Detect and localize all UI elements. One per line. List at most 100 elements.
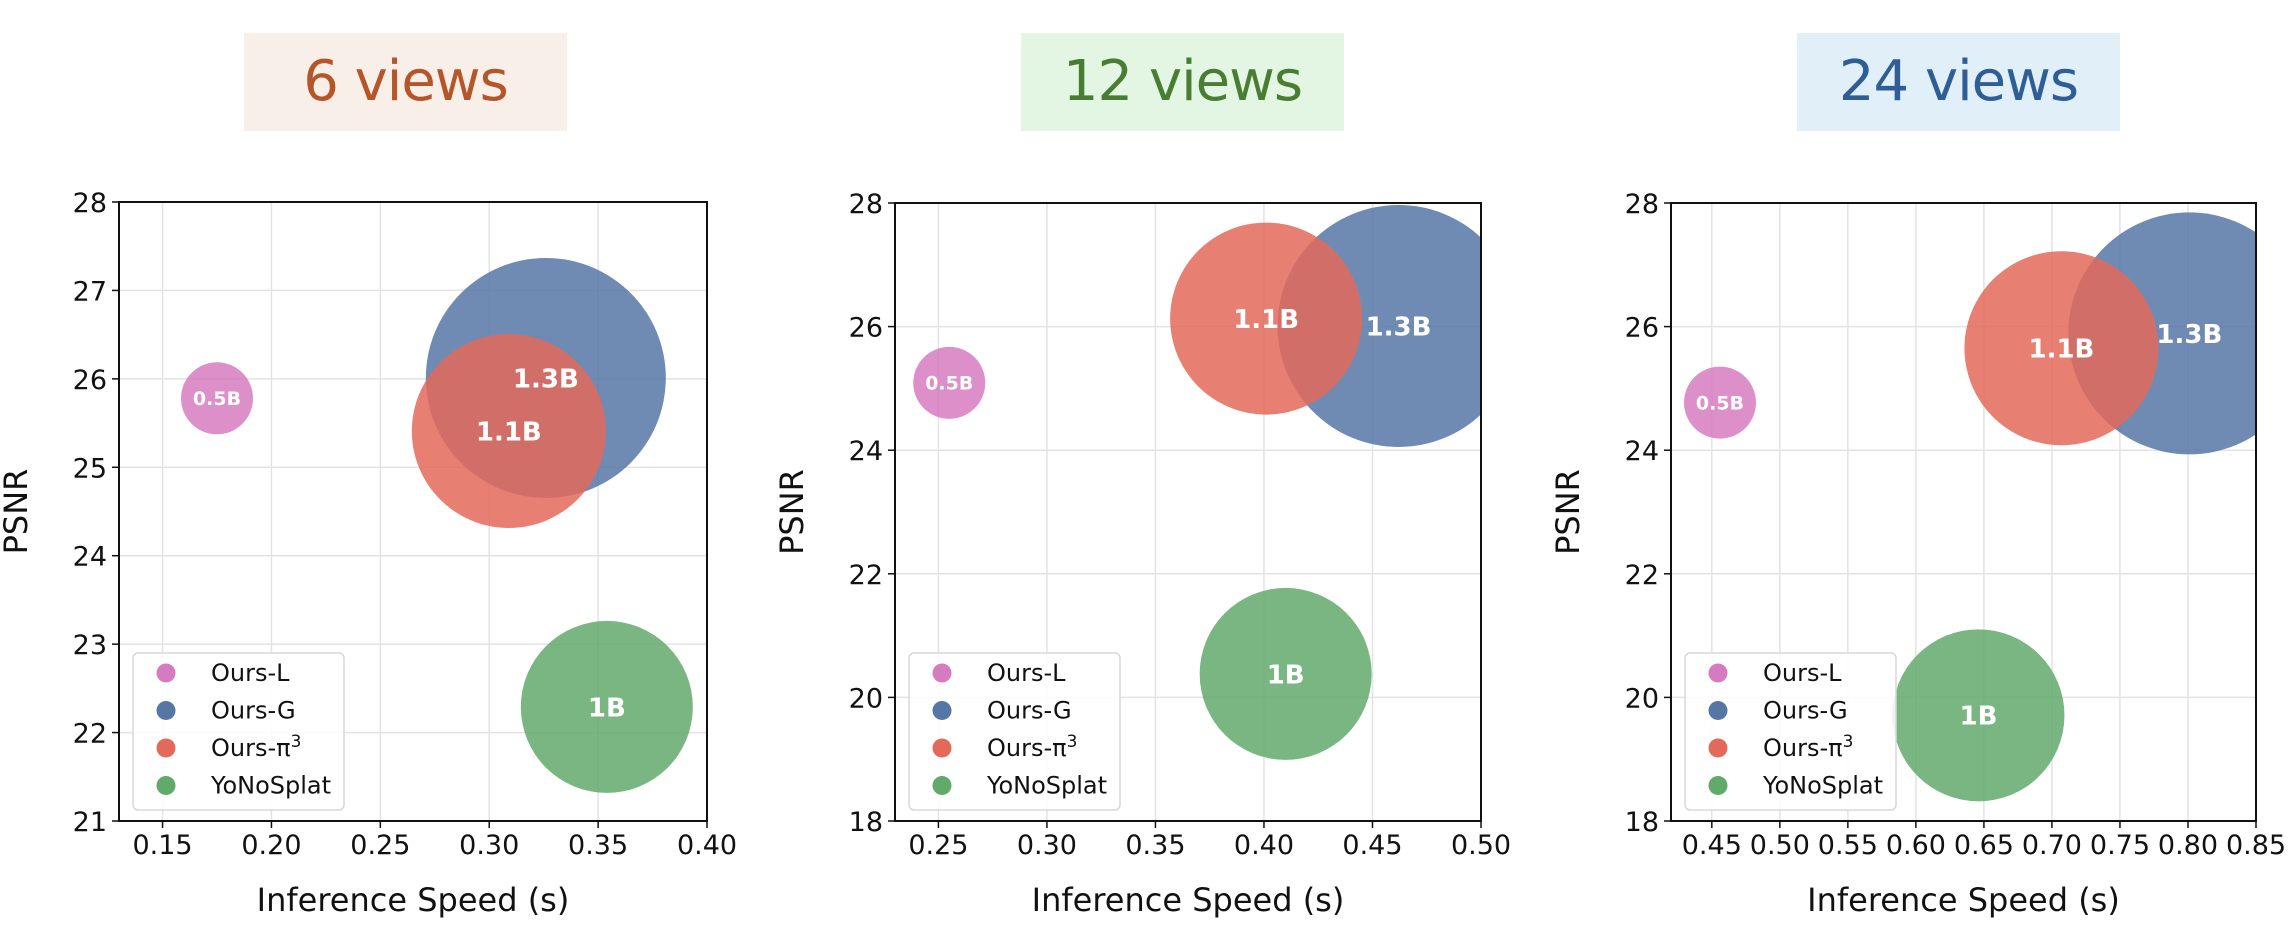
bubble-size-label: 0.5B xyxy=(193,388,241,410)
y-tick-label: 23 xyxy=(73,630,107,661)
bubbles: 0.5B 1.3B 1.1B 1B xyxy=(181,257,693,793)
legend-marker-icon xyxy=(1708,776,1728,795)
x-tick-label: 0.50 xyxy=(1750,830,1810,861)
bubble-yonosplat xyxy=(1199,587,1372,760)
legend-marker-icon xyxy=(156,738,176,758)
y-tick-label: 28 xyxy=(1625,189,1659,220)
panel-title-text: 6 views xyxy=(303,49,509,114)
bubble-size-label: 1.3B xyxy=(1366,312,1432,342)
y-tick-label: 24 xyxy=(849,436,883,467)
legend-marker-icon xyxy=(1708,738,1728,758)
legend-label: Ours-π3 xyxy=(987,732,1077,762)
bubbles: 0.5B 1.3B 1.1B 1B xyxy=(913,205,1481,760)
legend-label: YoNoSplat xyxy=(986,772,1107,800)
plot-frame xyxy=(894,202,1482,822)
y-tick-label: 26 xyxy=(1625,313,1659,344)
y-tick-label: 24 xyxy=(1625,436,1659,467)
y-tick-label: 21 xyxy=(73,807,107,838)
y-tick-label: 22 xyxy=(849,560,883,591)
legend-marker-icon xyxy=(1708,663,1728,683)
plot-frame xyxy=(1670,202,2257,822)
plot-frame xyxy=(118,201,708,822)
bubble-ours- xyxy=(411,334,606,529)
bubble-ours-l xyxy=(181,362,253,435)
y-tick-label: 18 xyxy=(849,807,883,838)
panel-title-12-views: 12 views xyxy=(1021,33,1344,131)
x-axis-label: Inference Speed (s) xyxy=(1032,881,1345,919)
panel-title-24-views: 24 views xyxy=(1797,33,2120,131)
panel-title-text: 24 views xyxy=(1838,49,2079,114)
legend-marker-icon xyxy=(156,701,176,720)
legend-label: Ours-G xyxy=(1763,697,1848,725)
legend-marker-icon xyxy=(156,663,176,683)
x-tick-label: 0.60 xyxy=(1886,830,1946,861)
y-tick-label: 25 xyxy=(73,453,107,484)
panel-title-text: 12 views xyxy=(1062,49,1303,114)
x-tick-label: 0.85 xyxy=(2226,830,2286,861)
bubble-ours-l xyxy=(913,346,986,419)
bubble-size-label: 1B xyxy=(1267,660,1305,690)
legend-marker-icon xyxy=(932,663,952,683)
legend: Ours-L Ours-G Ours-π3 YoNoSplat xyxy=(1684,652,1897,811)
bubble-size-label: 1B xyxy=(588,693,626,723)
x-tick-label: 0.45 xyxy=(1342,830,1402,861)
legend-label: YoNoSplat xyxy=(210,772,331,800)
chart-panel-1: 0.5B 1.3B 1.1B 1B 0.15 0.20 0.25 0.30 0.35 0.40 21… xyxy=(0,188,737,919)
x-tick-label: 0.55 xyxy=(1818,830,1878,861)
legend-label: Ours-L xyxy=(987,659,1066,687)
panel-title-6-views: 6 views xyxy=(244,33,567,131)
bubble-size-label: 1.3B xyxy=(2156,320,2222,350)
y-tick-label: 18 xyxy=(1625,807,1659,838)
legend-label: Ours-G xyxy=(987,697,1072,725)
legend: Ours-L Ours-G Ours-π3 YoNoSplat xyxy=(908,652,1121,811)
bubbles: 0.5B 1.3B 1.1B 1B xyxy=(1683,212,2256,802)
legend-marker-icon xyxy=(932,701,952,720)
x-axis-label: Inference Speed (s) xyxy=(1807,881,2120,919)
legend: Ours-L Ours-G Ours-π3 YoNoSplat xyxy=(132,652,345,811)
x-tick-label: 0.20 xyxy=(241,830,301,861)
y-tick-label: 20 xyxy=(1625,683,1659,714)
y-axis-label: PSNR xyxy=(0,469,35,555)
bubble-yonosplat xyxy=(520,620,693,793)
bubble-size-label: 1.3B xyxy=(513,364,579,394)
y-tick-label: 27 xyxy=(73,276,107,307)
y-axis-label: PSNR xyxy=(1549,469,1587,555)
y-tick-label: 22 xyxy=(73,719,107,750)
y-tick-label: 26 xyxy=(73,365,107,396)
x-tick-label: 0.45 xyxy=(1682,830,1742,861)
x-tick-label: 0.30 xyxy=(1017,830,1077,861)
chart-panel-3: 0.5B 1.3B 1.1B 1B 0.45 0.50 0.55 0.60 0.65 0.70 0.… xyxy=(1549,189,2286,919)
legend-label: Ours-π3 xyxy=(211,732,301,762)
bubble-yonosplat xyxy=(1892,629,2065,802)
x-tick-label: 0.50 xyxy=(1451,830,1511,861)
x-tick-label: 0.30 xyxy=(459,830,519,861)
x-tick-label: 0.65 xyxy=(1954,830,2014,861)
chart-panel-2: 0.5B 1.3B 1.1B 1B 0.25 0.30 0.35 0.40 0.45 0.50 18… xyxy=(773,189,1511,919)
bubble-ours- xyxy=(1170,222,1363,415)
legend-marker-icon xyxy=(1708,701,1728,720)
legend-label: Ours-L xyxy=(211,659,290,687)
y-tick-label: 28 xyxy=(73,188,107,219)
y-tick-label: 28 xyxy=(849,189,883,220)
x-tick-label: 0.35 xyxy=(1125,830,1185,861)
y-axis-label: PSNR xyxy=(773,469,811,555)
bubble-ours- xyxy=(1964,251,2159,446)
y-tick-label: 24 xyxy=(73,542,107,573)
x-tick-label: 0.40 xyxy=(1234,830,1294,861)
x-tick-label: 0.35 xyxy=(568,830,628,861)
y-tick-label: 22 xyxy=(1625,560,1659,591)
legend-label: Ours-L xyxy=(1763,659,1842,687)
x-tick-label: 0.25 xyxy=(350,830,410,861)
legend-marker-icon xyxy=(932,738,952,758)
bubble-size-label: 0.5B xyxy=(1696,392,1744,414)
y-tick-label: 20 xyxy=(849,683,883,714)
x-tick-label: 0.75 xyxy=(2090,830,2150,861)
y-tick-label: 26 xyxy=(849,313,883,344)
x-tick-label: 0.15 xyxy=(132,830,192,861)
legend-label: Ours-G xyxy=(211,697,296,725)
x-tick-label: 0.70 xyxy=(2022,830,2082,861)
bubble-size-label: 1B xyxy=(1960,702,1998,732)
bubble-ours-l xyxy=(1683,366,1756,439)
bubble-size-label: 1.1B xyxy=(1233,305,1299,335)
